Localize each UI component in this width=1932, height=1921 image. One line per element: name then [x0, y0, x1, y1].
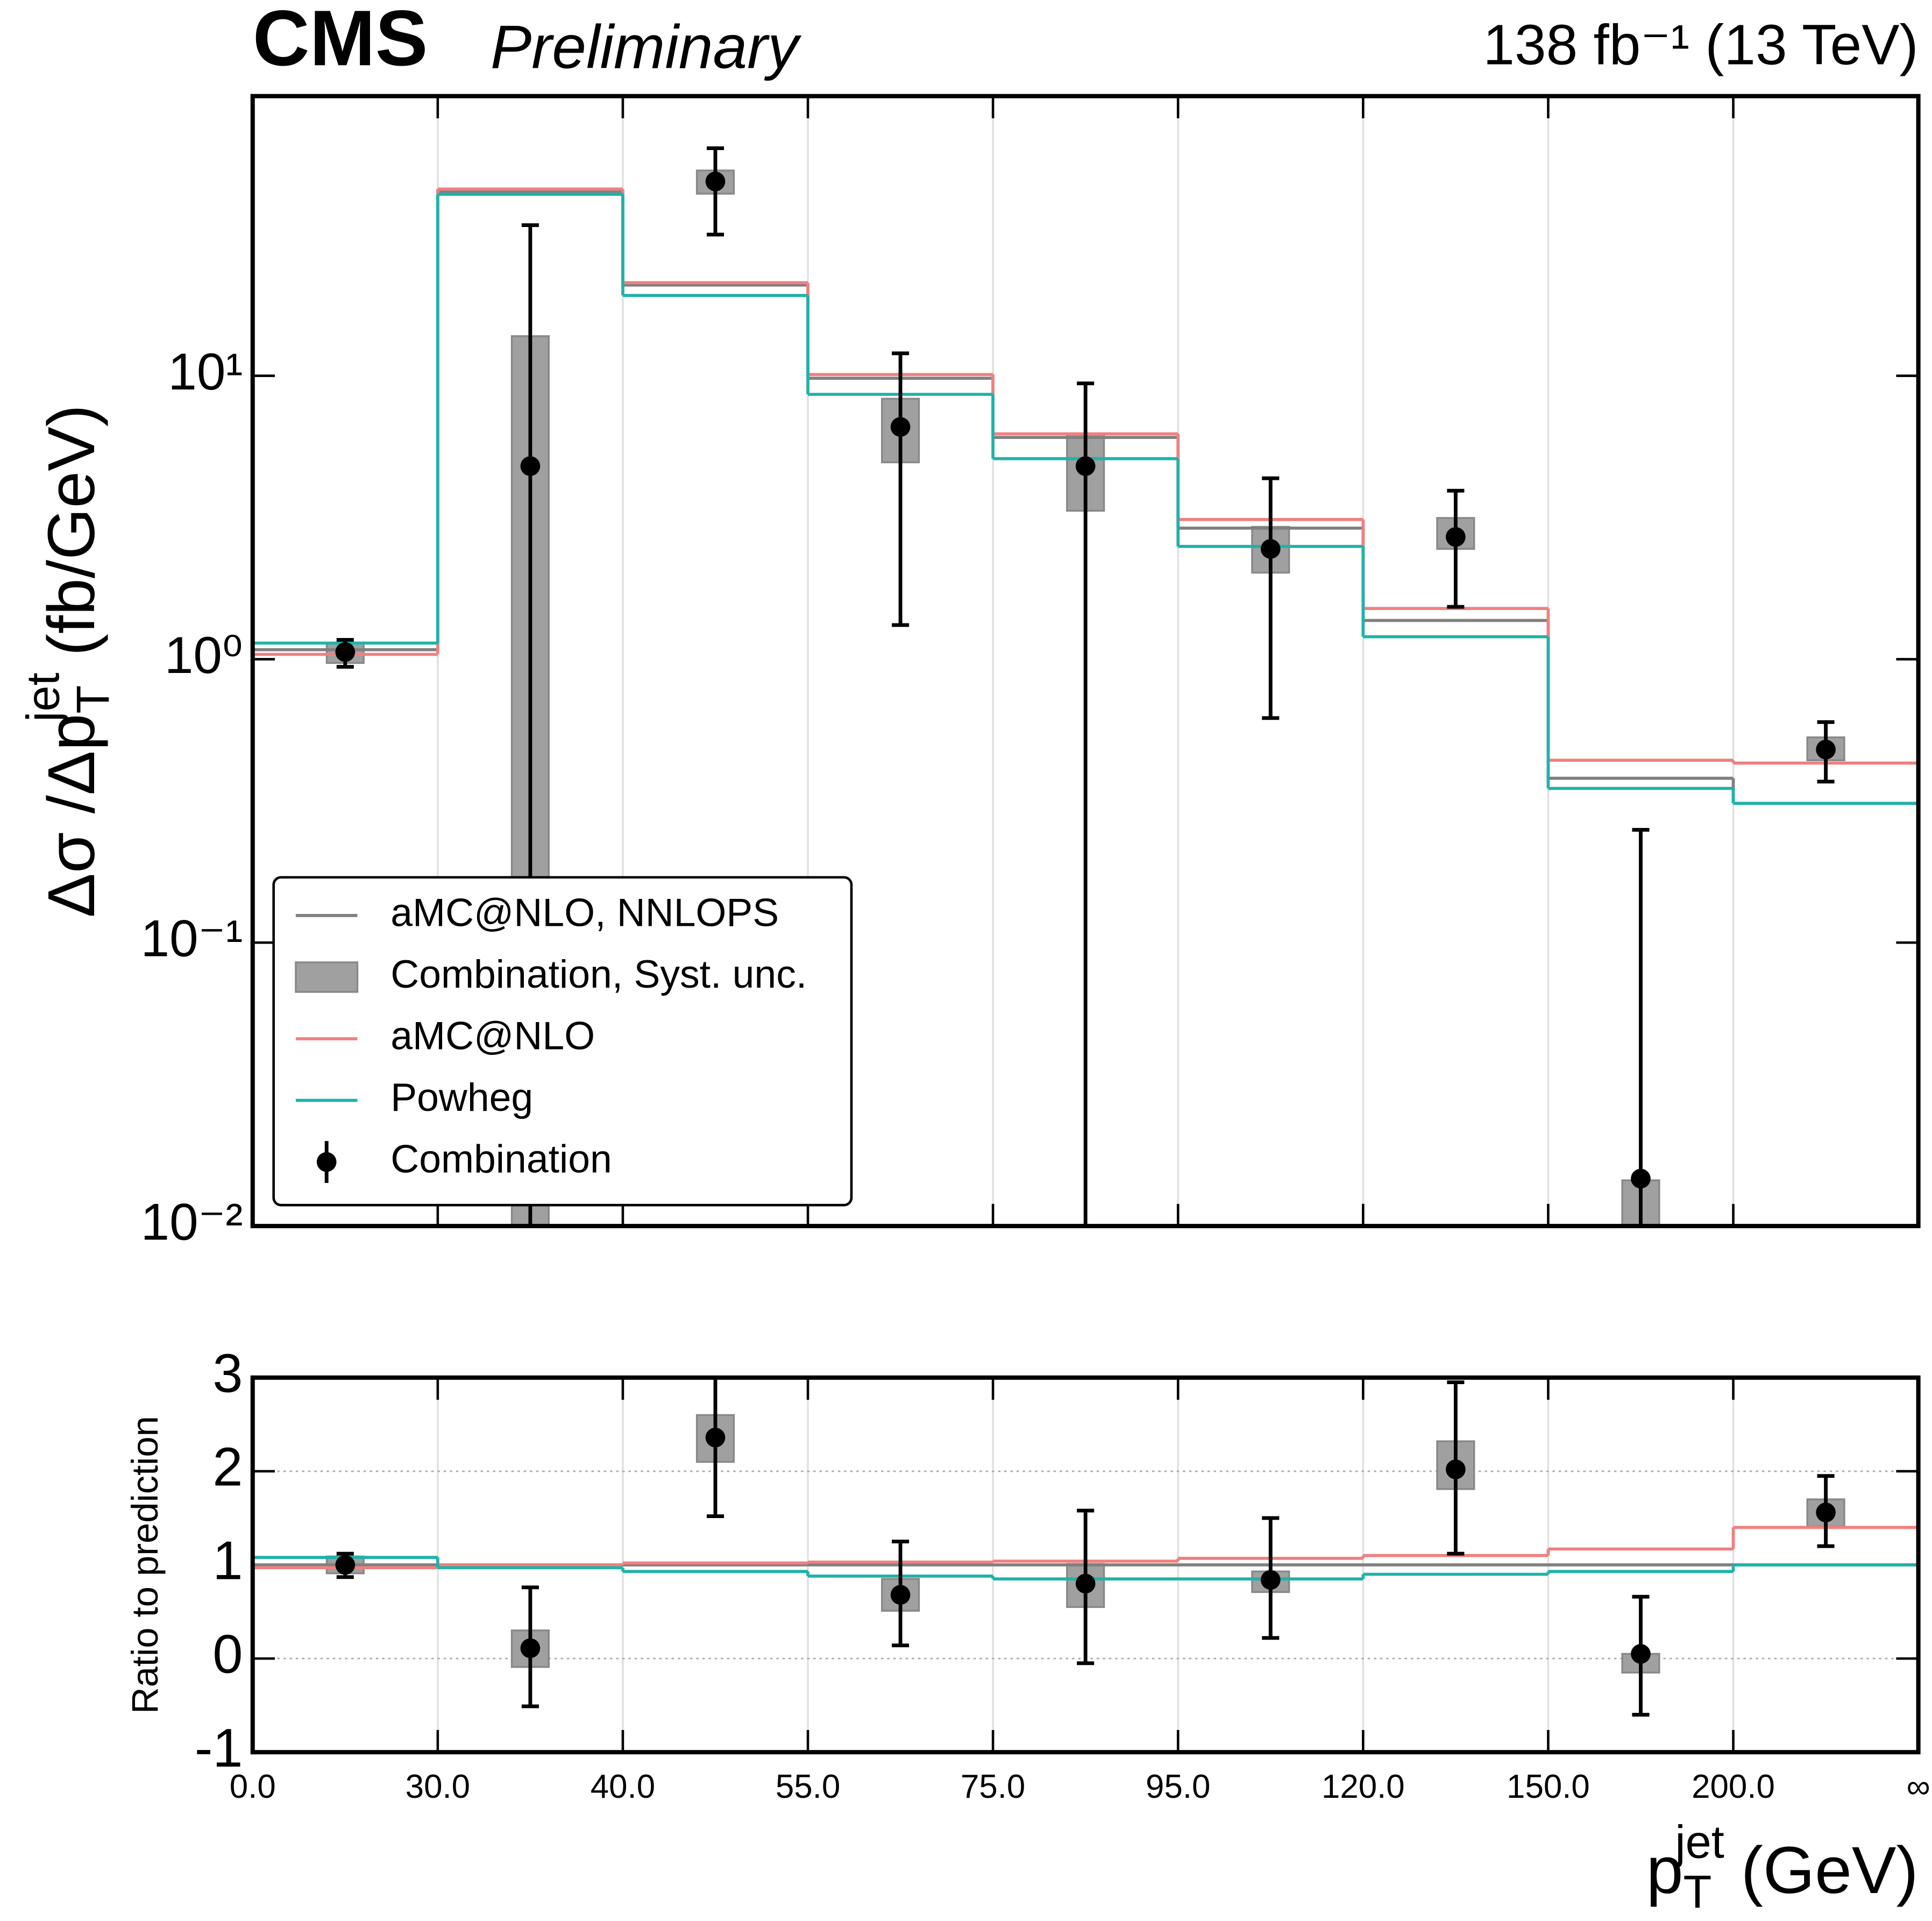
- data-point: [520, 1638, 541, 1658]
- data-point: [1816, 740, 1836, 760]
- axis-label: Ratio to prediction: [124, 1416, 166, 1714]
- y-tick-label: 10⁻²: [141, 1194, 243, 1251]
- data-point: [1446, 1459, 1466, 1479]
- legend-label: aMC@NLO: [390, 1013, 595, 1058]
- label-unit: (fb/GeV): [34, 405, 109, 656]
- y-tick-label: 3: [212, 1343, 243, 1403]
- status: Preliminary: [491, 12, 802, 81]
- label-text: Δσ /Δp: [34, 714, 109, 918]
- experiment: CMS: [253, 0, 428, 82]
- y-tick-label: 2: [212, 1437, 243, 1498]
- legend-label: Combination, Syst. unc.: [390, 952, 807, 996]
- data-point: [1260, 539, 1281, 559]
- x-tick-label: 200.0: [1692, 1768, 1775, 1805]
- data-point: [1816, 1502, 1836, 1522]
- x-tick-label: 150.0: [1507, 1768, 1590, 1805]
- data-point: [335, 1555, 356, 1575]
- legend-point: [316, 1152, 337, 1172]
- data-point: [1075, 1573, 1096, 1594]
- label-sub: T: [1683, 1866, 1711, 1918]
- plot-frame: [250, 1375, 1921, 1755]
- y-tick-label: 1: [212, 1531, 243, 1591]
- axis-label: Δσ /ΔpTjet (fb/GeV): [17, 405, 119, 918]
- legend-box: [272, 876, 853, 1207]
- data-point: [705, 171, 726, 192]
- x-tick-label: 30.0: [406, 1768, 470, 1805]
- data-point: [705, 1427, 726, 1448]
- x-tick-label: 95.0: [1146, 1768, 1210, 1805]
- data-point: [890, 1585, 911, 1605]
- label-sup: jet: [17, 672, 69, 723]
- label-text: p: [1646, 1833, 1684, 1908]
- y-tick-label: -1: [195, 1718, 243, 1778]
- data-point: [1446, 527, 1466, 547]
- x-tick-label: ∞: [1907, 1768, 1930, 1805]
- plot-frame: [250, 94, 1921, 1229]
- data-point: [335, 642, 356, 662]
- data-point: [1260, 1570, 1281, 1590]
- data-point: [1631, 1168, 1651, 1189]
- data-point: [1631, 1644, 1651, 1664]
- label-sup: jet: [1673, 1816, 1724, 1868]
- legend-label: Powheg: [390, 1075, 533, 1119]
- label-sub: T: [67, 685, 119, 714]
- x-tick-label: 0.0: [230, 1768, 276, 1805]
- y-tick-label: 10⁰: [165, 627, 243, 684]
- lumi: 138 fb⁻¹ (13 TeV): [1483, 13, 1918, 76]
- x-tick-label: 55.0: [776, 1768, 840, 1805]
- data-point: [1075, 456, 1096, 476]
- plot-area: [252, 146, 1919, 1227]
- legend-label: aMC@NLO, NNLOPS: [390, 890, 779, 934]
- y-tick-label: 10⁻¹: [141, 910, 243, 968]
- axis-label: pTjet (GeV): [1646, 1816, 1919, 1918]
- x-tick-label: 120.0: [1322, 1768, 1405, 1805]
- y-tick-label: 10¹: [168, 343, 243, 401]
- data-point: [520, 456, 541, 476]
- x-tick-label: 75.0: [961, 1768, 1025, 1805]
- plot-area: [252, 1377, 1919, 1717]
- data-point: [890, 417, 911, 437]
- x-tick-label: 40.0: [591, 1768, 655, 1805]
- legend-box-swatch: [295, 961, 359, 993]
- legend-label: Combination: [390, 1137, 612, 1181]
- y-tick-label: 0: [212, 1625, 243, 1685]
- label-unit: (GeV): [1741, 1833, 1919, 1908]
